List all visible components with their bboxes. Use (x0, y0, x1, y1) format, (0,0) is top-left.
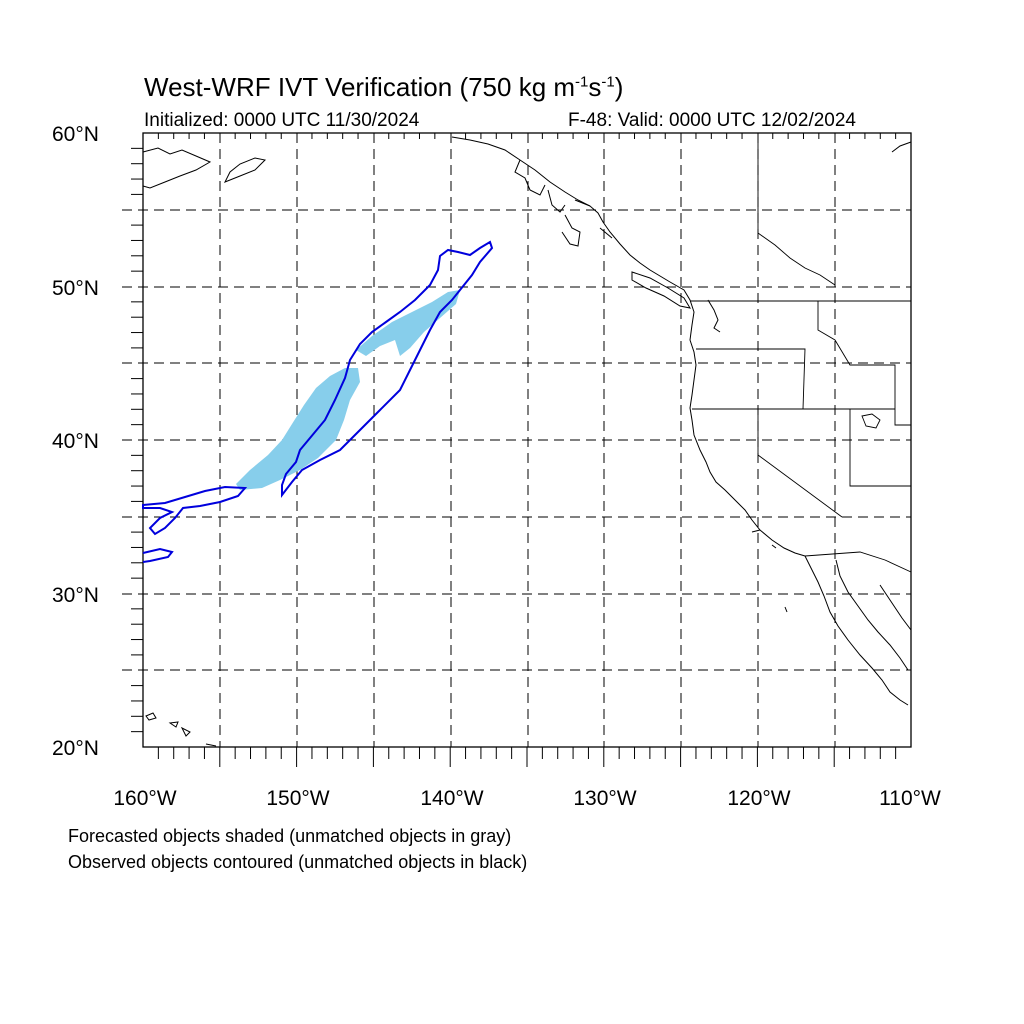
initialized-time: Initialized: 0000 UTC 11/30/2024 (144, 110, 420, 131)
lon-label-160w: 160°W (113, 787, 177, 810)
lon-label-150w: 150°W (266, 787, 330, 810)
graticule (122, 133, 911, 747)
border-wa-or (696, 348, 806, 410)
legend-observed-note: Observed objects contoured (unmatched ob… (68, 852, 528, 872)
lon-label-110w: 110°W (879, 787, 941, 810)
observed-object-3 (142, 547, 174, 563)
lon-label-140w: 140°W (420, 787, 484, 810)
border-nv-ut-az (849, 409, 911, 487)
lat-label-30: 30°N (52, 584, 99, 607)
vancouver-island (631, 271, 692, 309)
lon-label-120w: 120°W (727, 787, 791, 810)
border-bc-ab (757, 232, 836, 286)
observed-object-2 (142, 485, 248, 536)
observed-object-1 (281, 240, 494, 498)
great-salt-lake (861, 413, 881, 429)
coastlines (142, 136, 912, 747)
coastline-ne (891, 141, 912, 153)
alaska-island (223, 157, 267, 183)
coastline-west (451, 136, 806, 557)
puget-sound (707, 299, 721, 333)
forecast-object-2 (356, 290, 460, 356)
coastline-bering (142, 147, 212, 189)
small-islands (751, 529, 788, 613)
hawaii-islands (145, 712, 217, 747)
legend-forecast-note: Forecasted objects shaded (unmatched obj… (68, 826, 512, 846)
baja-coast (804, 555, 909, 706)
lat-label-60: 60°N (52, 123, 99, 146)
borders (690, 133, 912, 573)
forecast-object-1 (236, 368, 360, 490)
valid-time: F-48: Valid: 0000 UTC 12/02/2024 (568, 110, 856, 131)
lat-label-20: 20°N (52, 737, 99, 760)
border-us-mexico (804, 551, 912, 573)
coastline-panhandle (514, 159, 613, 247)
lat-label-40: 40°N (52, 430, 99, 453)
border-ca-nv (757, 409, 843, 518)
lat-label-50: 50°N (52, 277, 99, 300)
mexico-mainland-coast (879, 584, 912, 631)
axis-ticks (131, 133, 897, 767)
lon-label-130w: 130°W (573, 787, 637, 810)
border-id-mt (817, 301, 911, 426)
chart-title: West-WRF IVT Verification (750 kg m-1s-1… (144, 72, 624, 102)
